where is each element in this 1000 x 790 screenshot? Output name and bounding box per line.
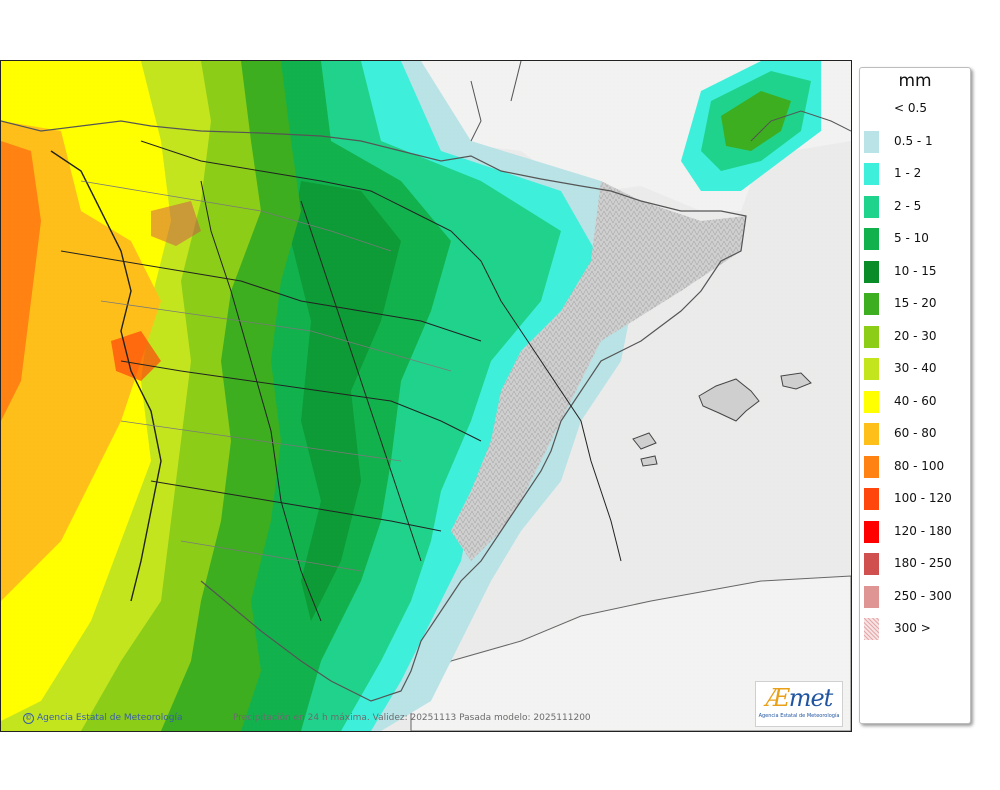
legend-swatch <box>864 488 879 510</box>
legend-swatch <box>864 585 879 608</box>
legend-swatch <box>864 358 879 380</box>
legend-label: 2 - 5 <box>894 198 922 213</box>
province-line-2 <box>100 300 452 372</box>
legend-label: 250 - 300 <box>894 588 952 603</box>
region-border-2 <box>60 250 482 342</box>
legend-item: 2 - 5 <box>864 195 968 218</box>
legend-swatch <box>864 390 879 413</box>
mallorca <box>698 378 760 422</box>
copyright-text: Agencia Estatal de Meteorología <box>37 713 183 723</box>
legend-item: 60 - 80 <box>864 423 968 445</box>
france-coastline <box>750 110 851 142</box>
legend-item: < 0.5 <box>864 98 968 120</box>
legend-item: 120 - 180 <box>864 520 968 543</box>
region-border-6 <box>300 200 422 562</box>
legend-label: 120 - 180 <box>894 523 952 538</box>
iberia-coastline <box>1 120 747 702</box>
legend-swatch <box>864 520 879 543</box>
legend-label: 1 - 2 <box>894 166 922 180</box>
legend-item: 20 - 30 <box>864 325 968 348</box>
province-line-1 <box>80 180 392 252</box>
legend-swatch <box>864 228 879 250</box>
legend-swatch <box>864 455 879 478</box>
legend-label: 100 - 120 <box>894 491 952 505</box>
legend-swatch <box>864 553 879 575</box>
france-border <box>470 80 482 142</box>
region-border-3 <box>120 360 482 442</box>
legend-label: 80 - 100 <box>894 458 945 473</box>
legend-item: 180 - 250 <box>864 553 968 575</box>
precipitation-legend: mm < 0.5 0.5 - 1 1 - 2 2 - 5 5 - 10 10 - 15 15… <box>859 67 971 724</box>
region-border-4 <box>150 480 442 532</box>
province-line-3 <box>120 420 402 462</box>
legend-item: 80 - 100 <box>864 455 968 478</box>
copyright-icon: © <box>23 713 34 724</box>
formentera <box>640 455 658 467</box>
legend-label: 20 - 30 <box>894 328 937 343</box>
legend-item: 250 - 300 <box>864 585 968 608</box>
legend-label: 5 - 10 <box>894 231 929 245</box>
legend-swatch <box>864 260 879 283</box>
aemet-logo: Æmet Agencia Estatal de Meteorología <box>755 681 843 727</box>
legend-label: 10 - 15 <box>894 263 937 278</box>
legend-item: 40 - 60 <box>864 390 968 413</box>
legend-swatch <box>864 130 879 153</box>
map-caption: Precipitación en 24 h máxima. Validez: 2… <box>233 713 591 723</box>
legend-swatch <box>864 195 879 218</box>
legend-unit: mm <box>898 71 932 91</box>
legend-label: 15 - 20 <box>894 296 937 310</box>
region-border-5 <box>200 180 322 622</box>
legend-label: 60 - 80 <box>894 426 937 440</box>
aemet-logo-subtitle: Agencia Estatal de Meteorología <box>758 713 840 719</box>
legend-item: 1 - 2 <box>864 163 968 185</box>
legend-label: < 0.5 <box>894 101 927 115</box>
legend-swatch <box>864 293 879 315</box>
map-canvas <box>1 61 851 731</box>
precipitation-map[interactable]: © Agencia Estatal de Meteorología Precipi… <box>0 60 852 732</box>
aemet-logo-mark: Æmet <box>765 684 834 712</box>
legend-item: 100 - 120 <box>864 488 968 510</box>
legend-item: 10 - 15 <box>864 260 968 283</box>
legend-swatch <box>864 163 879 185</box>
legend-item: 300 > <box>864 618 968 640</box>
province-line-4 <box>180 540 362 572</box>
legend-item: 15 - 20 <box>864 293 968 315</box>
ibiza <box>632 432 657 450</box>
legend-label: 180 - 250 <box>894 556 952 570</box>
legend-item: 5 - 10 <box>864 228 968 250</box>
legend-label: 300 > <box>894 621 931 635</box>
legend-swatch <box>864 618 879 640</box>
spain-portugal-border <box>50 150 162 602</box>
legend-label: 30 - 40 <box>894 361 937 375</box>
menorca <box>780 372 812 390</box>
legend-label: 40 - 60 <box>894 393 937 408</box>
legend-swatch <box>864 325 879 348</box>
copyright-notice: © Agencia Estatal de Meteorología <box>23 713 183 724</box>
region-border-1 <box>140 140 622 562</box>
legend-item: 0.5 - 1 <box>864 130 968 153</box>
legend-swatch <box>864 423 879 445</box>
legend-item: 30 - 40 <box>864 358 968 380</box>
legend-label: 0.5 - 1 <box>894 133 933 148</box>
france-wet-3 <box>721 91 791 151</box>
